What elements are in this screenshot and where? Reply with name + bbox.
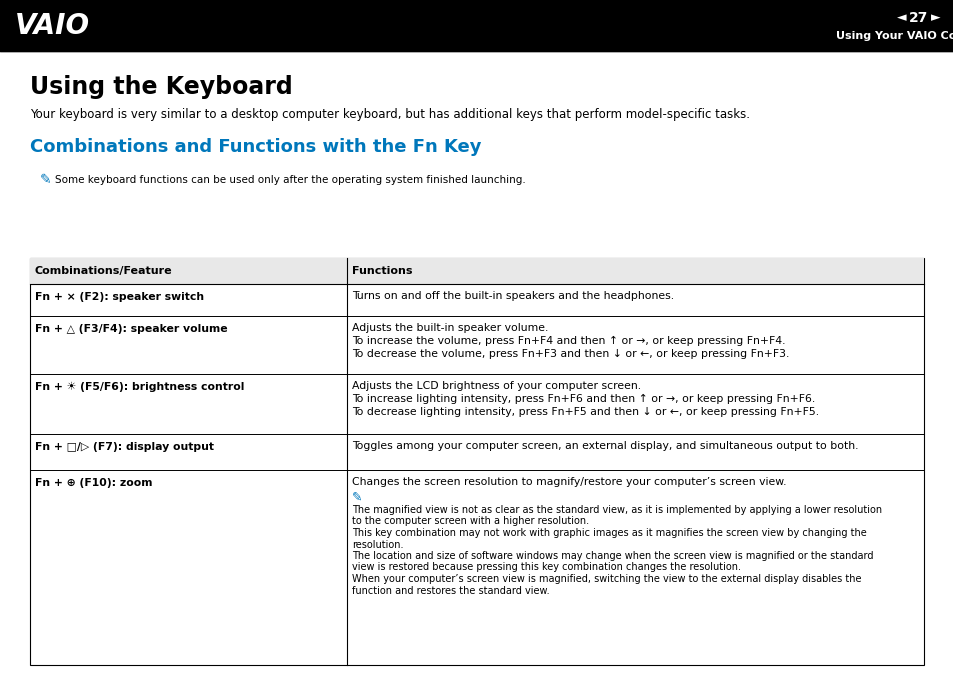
Text: Changes the screen resolution to magnify/restore your computer’s screen view.: Changes the screen resolution to magnify… [352,477,786,487]
Text: Your keyboard is very similar to a desktop computer keyboard, but has additional: Your keyboard is very similar to a deskt… [30,108,749,121]
Text: To decrease the volume, press Fn+F3 and then ↓ or ←, or keep pressing Fn+F3.: To decrease the volume, press Fn+F3 and … [352,349,789,359]
Text: resolution.: resolution. [352,539,403,549]
Text: When your computer’s screen view is magnified, switching the view to the externa: When your computer’s screen view is magn… [352,574,861,584]
Text: Fn + ☀ (F5/F6): brightness control: Fn + ☀ (F5/F6): brightness control [35,382,244,392]
Text: The magnified view is not as clear as the standard view, as it is implemented by: The magnified view is not as clear as th… [352,505,882,515]
Text: ✎: ✎ [40,173,51,187]
Text: This key combination may not work with graphic images as it magnifies the screen: This key combination may not work with g… [352,528,866,538]
Text: Fn + □/▷ (F7): display output: Fn + □/▷ (F7): display output [35,442,213,452]
Text: Functions: Functions [352,266,413,276]
Text: To increase lighting intensity, press Fn+F6 and then ↑ or →, or keep pressing Fn: To increase lighting intensity, press Fn… [352,394,815,404]
Text: To decrease lighting intensity, press Fn+F5 and then ↓ or ←, or keep pressing Fn: To decrease lighting intensity, press Fn… [352,407,819,417]
Text: Fn + △ (F3/F4): speaker volume: Fn + △ (F3/F4): speaker volume [35,324,228,334]
Text: ✎: ✎ [352,491,362,504]
Text: 27: 27 [908,11,927,25]
Text: ◄: ◄ [896,11,906,24]
Text: Turns on and off the built-in speakers and the headphones.: Turns on and off the built-in speakers a… [352,291,674,301]
Text: Using Your VAIO Computer: Using Your VAIO Computer [835,31,953,41]
Text: Using the Keyboard: Using the Keyboard [30,75,293,99]
Text: To increase the volume, press Fn+F4 and then ↑ or →, or keep pressing Fn+F4.: To increase the volume, press Fn+F4 and … [352,336,785,346]
Text: Some keyboard functions can be used only after the operating system finished lau: Some keyboard functions can be used only… [55,175,525,185]
Text: Combinations and Functions with the Fn Key: Combinations and Functions with the Fn K… [30,138,481,156]
Text: function and restores the standard view.: function and restores the standard view. [352,586,550,596]
Bar [30,258,923,665]
Text: The location and size of software windows may change when the screen view is mag: The location and size of software window… [352,551,873,561]
Text: to the computer screen with a higher resolution.: to the computer screen with a higher res… [352,516,589,526]
Text: Fn + ⊕ (F10): zoom: Fn + ⊕ (F10): zoom [35,478,152,488]
Text: Combinations/Feature: Combinations/Feature [35,266,172,276]
Text: VAIO: VAIO [15,12,90,40]
Text: Adjusts the LCD brightness of your computer screen.: Adjusts the LCD brightness of your compu… [352,381,640,391]
Text: Fn + × (F2): speaker switch: Fn + × (F2): speaker switch [35,292,204,302]
Text: view is restored because pressing this key combination changes the resolution.: view is restored because pressing this k… [352,563,740,572]
Bar [30,258,923,284]
Bar [0,0,953,52]
Text: ►: ► [930,11,940,24]
Text: Adjusts the built-in speaker volume.: Adjusts the built-in speaker volume. [352,323,548,333]
Text: Toggles among your computer screen, an external display, and simultaneous output: Toggles among your computer screen, an e… [352,441,858,451]
